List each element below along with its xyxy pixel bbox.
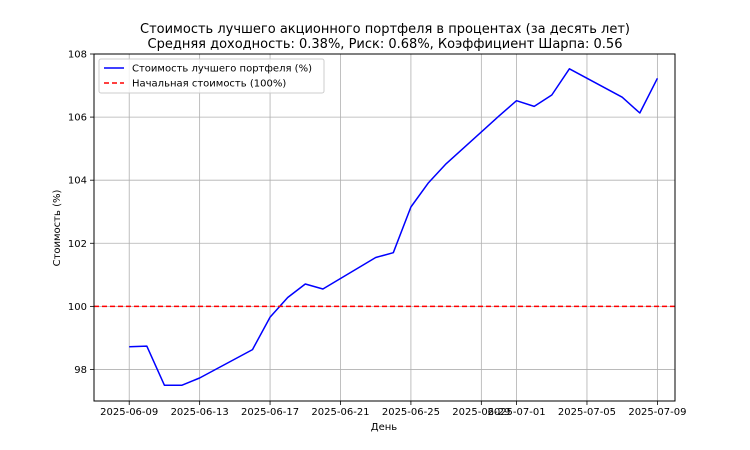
y-tick-label: 108 — [68, 50, 87, 61]
x-tick-label: 2025-07-05 — [558, 407, 616, 418]
series-line-portfolio — [129, 68, 659, 386]
x-tick-label: 2025-07-09 — [628, 407, 686, 418]
y-tick-label: 102 — [68, 239, 87, 250]
x-tick-label: 2025-06-13 — [171, 407, 229, 418]
x-tick-label: 2025-06-09 — [100, 407, 158, 418]
x-tick-label: 2025-06-21 — [311, 407, 369, 418]
ticks: 2025-06-09 2025-06-13 2025-06-17 2025-06-21… — [68, 50, 687, 419]
x-tick-label: 2025-06-25 — [382, 407, 440, 418]
plot-frame — [93, 53, 676, 402]
chart-title: Стоимость лучшего акционного портфеля в … — [140, 22, 630, 37]
x-tick-label: 2025-07-01 — [487, 407, 545, 418]
y-tick-label: 106 — [68, 113, 87, 124]
legend: Стоимость лучшего портфеля (%) Начальная… — [98, 58, 325, 94]
x-tick-label: 2025-06-29 — [452, 407, 510, 418]
legend-label-portfolio: Стоимость лучшего портфеля (%) — [132, 64, 312, 75]
y-tick-label: 100 — [68, 302, 87, 313]
grid — [94, 53, 675, 401]
chart-subtitle: Средняя доходность: 0.38%, Риск: 0.68%, … — [148, 37, 623, 52]
y-tick-label: 104 — [68, 176, 87, 187]
x-axis-label: День — [371, 422, 398, 433]
legend-label-baseline: Начальная стоимость (100%) — [132, 79, 286, 90]
legend-box — [98, 58, 325, 94]
y-tick-label: 98 — [74, 365, 87, 376]
x-tick-label: 2025-06-17 — [241, 407, 299, 418]
y-axis-label: Стоимость (%) — [52, 190, 63, 267]
series-layer — [94, 68, 675, 386]
